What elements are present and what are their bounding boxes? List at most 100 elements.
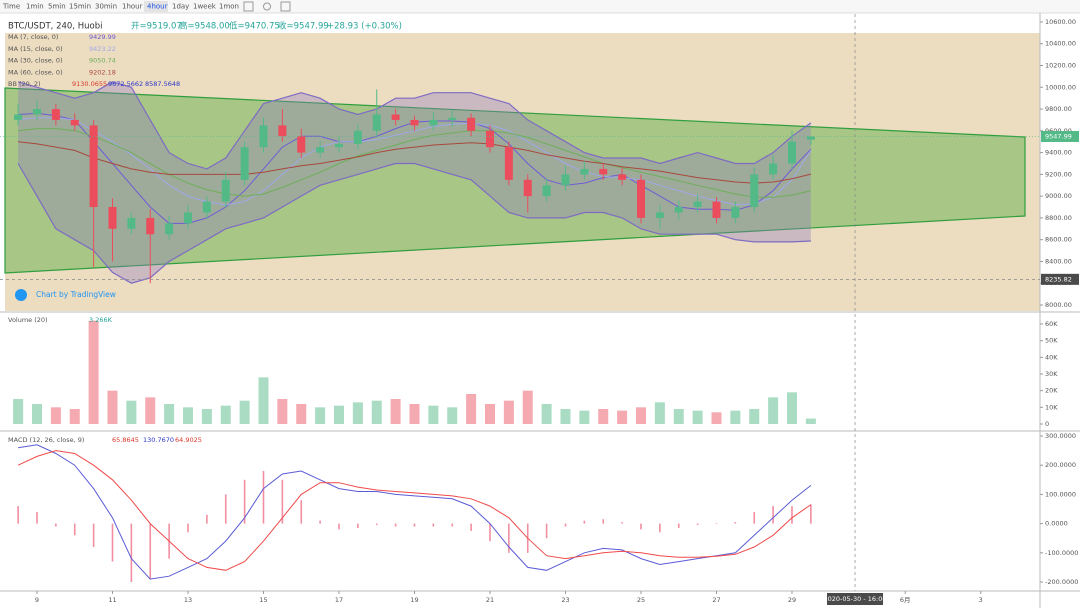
x-tick-label: 19 xyxy=(410,596,418,604)
ma-value: 9202.18 xyxy=(89,68,116,76)
candle-body xyxy=(504,147,513,180)
price-label-bg xyxy=(1041,130,1079,142)
interval-button[interactable]: 1hour xyxy=(122,3,143,11)
y-tick-label: 8600.00 xyxy=(1045,236,1072,244)
candle-body xyxy=(561,174,570,186)
macd-histogram xyxy=(262,471,265,524)
crosshair-price: 8235.82 xyxy=(1045,275,1072,283)
macd-histogram xyxy=(470,523,472,531)
x-tick-label: 17 xyxy=(335,596,343,604)
candle-body xyxy=(636,179,645,218)
macd-histogram xyxy=(508,523,510,553)
bb-basis-value: 9130.0655 xyxy=(72,80,107,88)
crosshair-date: 2020-05-30 - 16:00 xyxy=(824,595,887,603)
branding[interactable]: Chart by TradingView xyxy=(36,290,116,299)
candle-body xyxy=(599,168,608,175)
volume-bar xyxy=(145,397,156,424)
candle-body xyxy=(655,212,664,218)
interval-button[interactable]: 1week xyxy=(193,3,217,11)
volume-bar xyxy=(541,404,552,424)
macd-histogram xyxy=(206,514,208,524)
y-tick-label: 9200.00 xyxy=(1045,170,1072,178)
macd-histogram xyxy=(130,523,133,582)
candle-body xyxy=(787,141,796,164)
ma-name: MA (60, close, 0) xyxy=(8,68,63,76)
fullscreen-icon[interactable] xyxy=(280,1,291,12)
candle-body xyxy=(353,130,362,144)
macd-histogram xyxy=(149,523,152,580)
candle-body xyxy=(278,125,287,137)
macd-histogram xyxy=(659,523,661,533)
volume-bar xyxy=(447,407,458,424)
macd-histogram xyxy=(300,500,303,524)
ma-line xyxy=(18,141,812,184)
macd-title: MACD (12, 26, close, 9) xyxy=(8,436,84,444)
interval-button[interactable]: 1mon xyxy=(219,3,239,11)
volume-bar xyxy=(333,405,344,424)
candle-body xyxy=(429,119,438,126)
symbol-title[interactable]: BTC/USDT, 240, Huobi xyxy=(8,22,102,32)
interval-button[interactable]: 4hour xyxy=(147,3,168,11)
y-tick-label: 8800.00 xyxy=(1045,214,1072,222)
volume-bar xyxy=(503,400,514,424)
macd-histogram xyxy=(319,520,321,524)
volume-bar xyxy=(239,400,250,424)
volume-bar xyxy=(428,405,439,424)
indicator-icon[interactable] xyxy=(243,1,254,12)
y-tick-label: 10K xyxy=(1045,403,1058,411)
candle-body xyxy=(297,136,306,153)
volume-bar xyxy=(88,320,99,424)
volume-bar xyxy=(466,394,477,424)
macd-histogram xyxy=(73,523,76,536)
volume-bar xyxy=(258,377,269,424)
interval-button[interactable]: 15min xyxy=(69,3,91,11)
interval-button[interactable]: 1day xyxy=(172,3,189,11)
volume-bar xyxy=(31,404,42,424)
volume-bar xyxy=(126,400,137,424)
volume-bar xyxy=(69,409,80,424)
macd-histogram xyxy=(640,523,642,530)
interval-button[interactable]: 5min xyxy=(48,3,66,11)
y-tick-label: 0.0000 xyxy=(1045,520,1068,528)
volume-bar xyxy=(390,399,401,424)
macd-histogram xyxy=(243,479,246,524)
volume-bar xyxy=(164,404,175,424)
macd-histogram xyxy=(753,511,756,524)
ohlc-close: 收=9547.99 xyxy=(278,21,329,32)
macd-histogram xyxy=(394,523,397,527)
candle-body xyxy=(221,179,230,202)
macd-histogram xyxy=(583,520,586,524)
toolbar xyxy=(0,0,1080,13)
macd-histogram xyxy=(677,523,680,528)
volume-value: 3.266K xyxy=(89,316,113,324)
y-tick-label: 50K xyxy=(1045,337,1058,345)
interval-button[interactable]: Time xyxy=(2,3,20,11)
volume-bar xyxy=(201,409,212,424)
y-tick-label: 20K xyxy=(1045,387,1058,395)
y-tick-label: -200.0000 xyxy=(1045,578,1078,586)
volume-bar xyxy=(673,409,684,424)
y-tick-label: 8000.00 xyxy=(1045,301,1072,309)
candle-body xyxy=(523,179,532,197)
volume-bar xyxy=(805,418,816,424)
ohlc-high: 高=9548.00 xyxy=(179,21,230,32)
candle-body xyxy=(70,119,79,126)
settings-icon[interactable] xyxy=(263,2,271,11)
macd-histogram xyxy=(602,519,605,524)
x-tick-label: 3 xyxy=(979,596,983,604)
interval-button[interactable]: 30min xyxy=(95,3,117,11)
y-tick-label: 100.0000 xyxy=(1045,490,1076,498)
x-tick-label: 15 xyxy=(259,596,267,604)
candle-body xyxy=(580,168,589,175)
ma-line xyxy=(18,128,812,198)
interval-button[interactable]: 1min xyxy=(26,3,44,11)
y-tick-label: 300.0000 xyxy=(1045,432,1076,440)
candle-body xyxy=(693,201,702,208)
volume-bar xyxy=(617,410,628,424)
candle-body xyxy=(750,174,759,208)
candle-body xyxy=(769,163,778,175)
y-tick-label: 40K xyxy=(1045,353,1058,361)
volume-bar xyxy=(182,407,193,424)
macd-histogram xyxy=(55,523,57,527)
